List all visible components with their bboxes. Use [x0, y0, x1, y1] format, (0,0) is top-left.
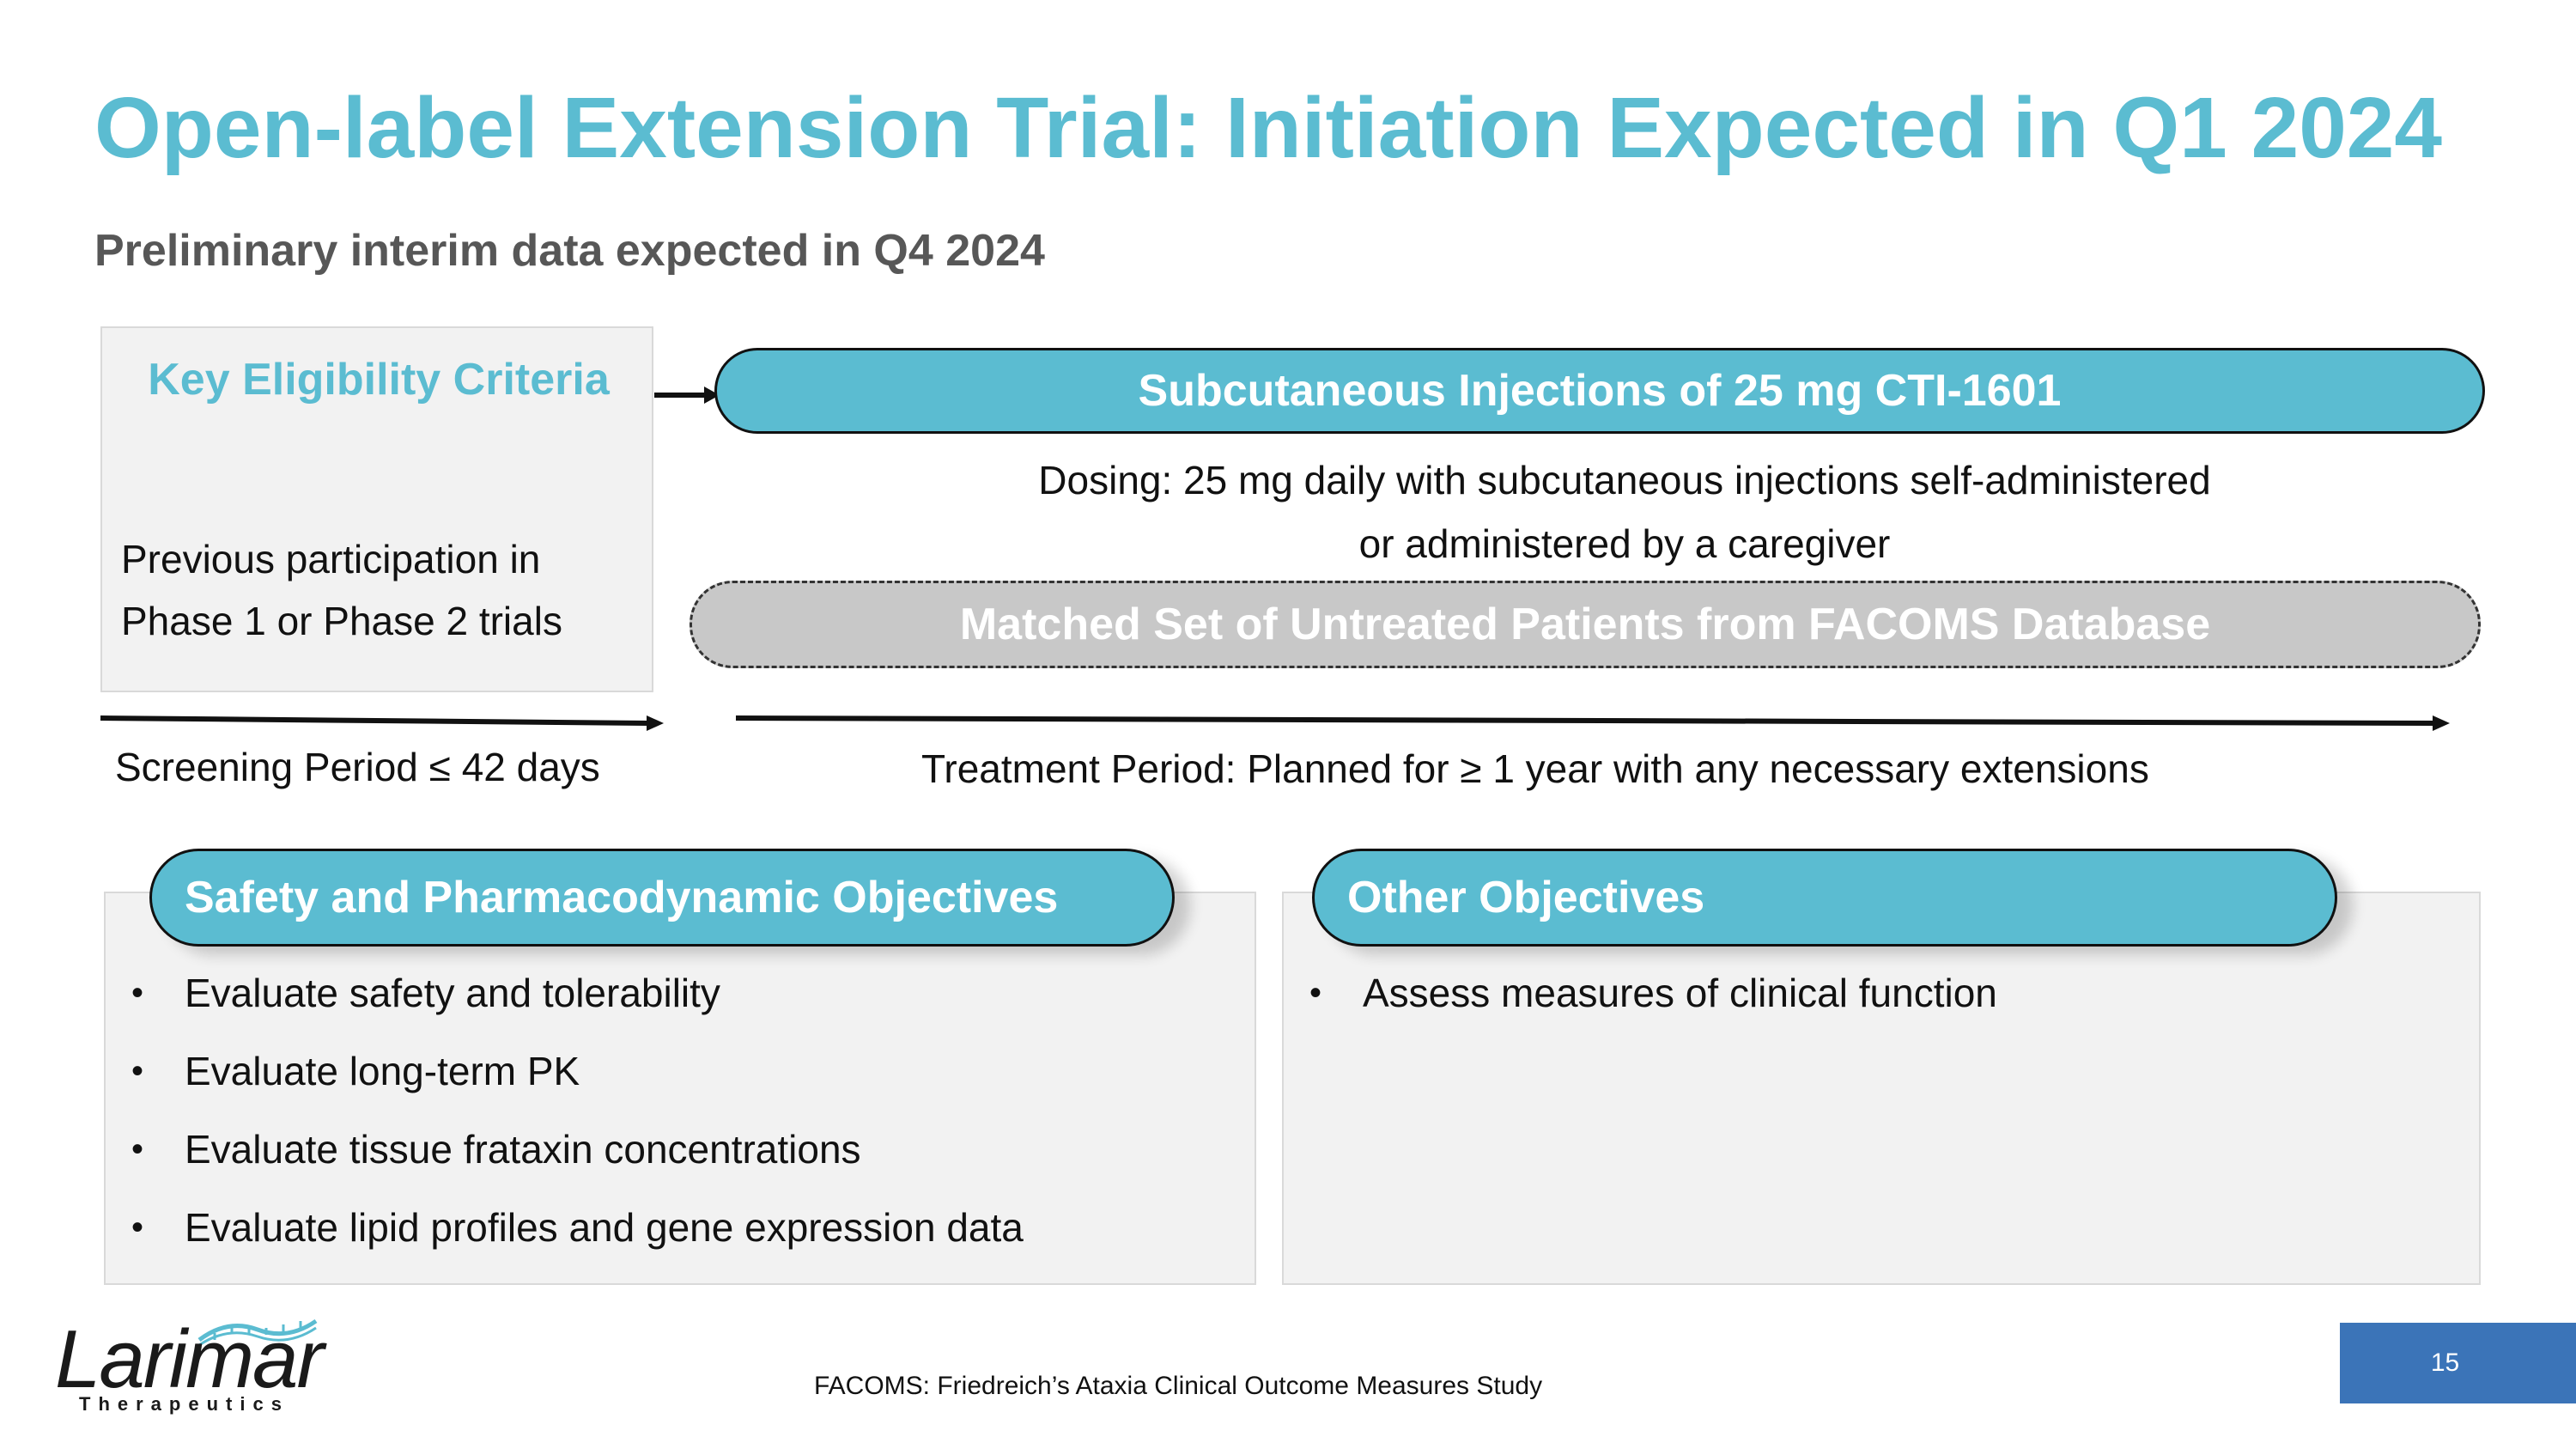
safety-objectives-heading: Safety and Pharmacodynamic Objectives [149, 849, 1175, 947]
page-subtitle: Preliminary interim data expected in Q4 … [94, 226, 1045, 276]
treatment-period-label: Treatment Period: Planned for ≥ 1 year w… [921, 746, 2149, 791]
list-item: • Evaluate lipid profiles and gene expres… [125, 1189, 1024, 1267]
page-number: 15 [2430, 1349, 2460, 1377]
logo-helix-icon [197, 1318, 318, 1347]
page-number-box: 15 [2340, 1323, 2576, 1403]
eligibility-heading: Key Eligibility Criteria [148, 355, 610, 405]
bullet-icon: • [131, 1130, 144, 1168]
safety-objectives-list: • Evaluate safety and tolerability • Evalu… [125, 954, 1024, 1267]
injection-bar: Subcutaneous Injections of 25 mg CTI-160… [714, 348, 2485, 434]
bullet-icon: • [131, 974, 144, 1012]
eligibility-text: Previous participation in Phase 1 or Pha… [121, 537, 562, 643]
logo-wordmark: Larimar [55, 1313, 324, 1405]
list-item: • Evaluate tissue frataxin concentrations [125, 1111, 1024, 1189]
treatment-period-arrow-icon [735, 715, 2450, 731]
other-objectives-list: • Assess measures of clinical function [1303, 954, 1997, 1032]
dosing-line-2: or administered by a caregiver [1358, 521, 1891, 566]
footnote: FACOMS: Friedreich’s Ataxia Clinical Out… [814, 1372, 1543, 1400]
screening-period-label: Screening Period ≤ 42 days [115, 745, 600, 789]
eligibility-box: Key Eligibility Criteria Previous partic… [100, 326, 653, 692]
other-objectives-box [1282, 892, 2481, 1285]
other-objectives-heading: Other Objectives [1312, 849, 2337, 947]
bullet-icon: • [131, 1209, 144, 1246]
eligibility-arrow-icon [654, 387, 720, 404]
screening-period-arrow-icon [100, 715, 664, 731]
dosing-line-1: Dosing: 25 mg daily with subcutaneous in… [1038, 458, 2211, 502]
larimar-logo [52, 1314, 326, 1426]
list-item: • Assess measures of clinical function [1303, 954, 1997, 1032]
dosing-text: Dosing: 25 mg daily with subcutaneous in… [714, 448, 2535, 575]
list-item: • Evaluate safety and tolerability [125, 954, 1024, 1032]
page-title: Open-label Extension Trial: Initiation E… [94, 80, 2443, 176]
matched-set-bar: Matched Set of Untreated Patients from F… [690, 581, 2481, 668]
bullet-icon: • [1309, 974, 1322, 1012]
logo-tagline: Therapeutics [79, 1393, 289, 1415]
bullet-icon: • [131, 1052, 144, 1090]
list-item: • Evaluate long-term PK [125, 1032, 1024, 1111]
